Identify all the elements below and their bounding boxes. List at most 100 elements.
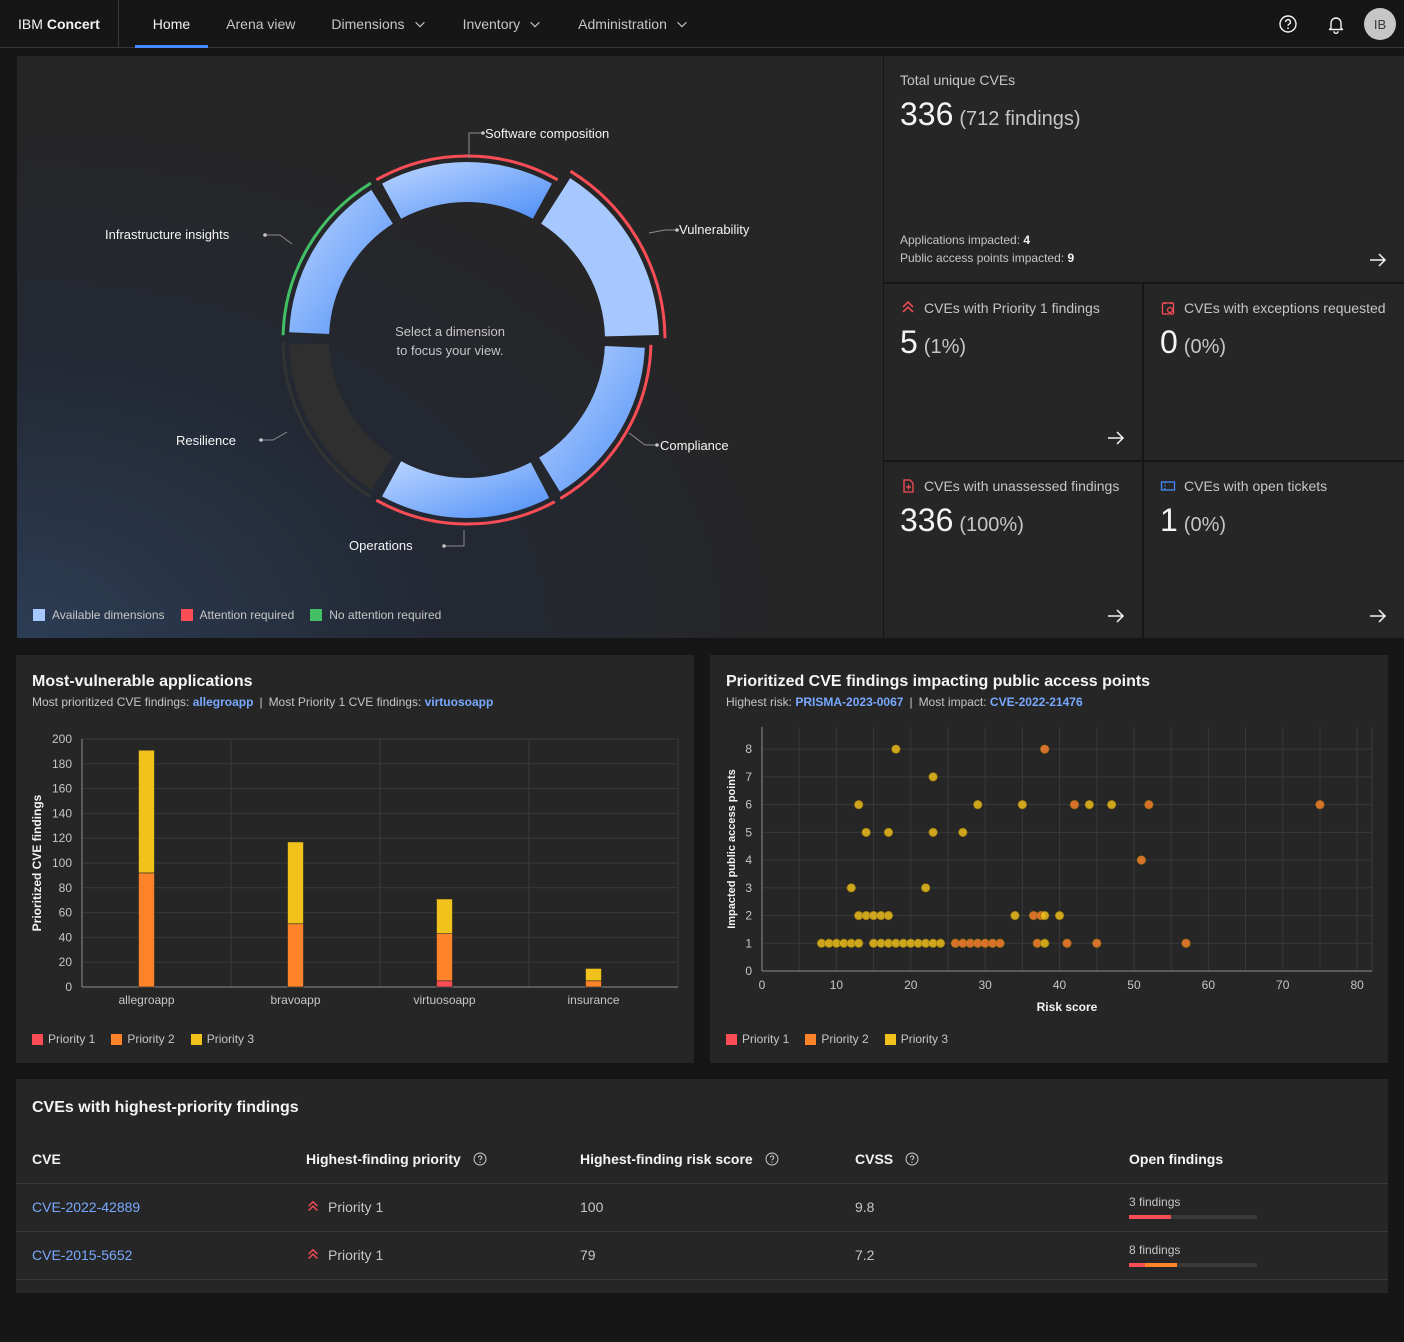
tile-total-unique-cves[interactable]: Total unique CVEs 336 (712 findings) Appl…: [884, 56, 1404, 282]
donut-segment-operations[interactable]: [382, 461, 550, 518]
nav-arena-view[interactable]: Arena view: [208, 0, 313, 48]
tile-unassessed-findings[interactable]: CVEs with unassessed findings 336 (100%): [884, 462, 1142, 638]
arrow-right-icon[interactable]: [1106, 428, 1126, 448]
tile-open-tickets[interactable]: CVEs with open tickets 1 (0%): [1144, 462, 1404, 638]
bar-allegroapp-priority-3[interactable]: [138, 749, 155, 874]
dimension-label-software-composition[interactable]: Software composition: [485, 126, 610, 141]
bar-insurance-priority-3[interactable]: [585, 968, 602, 982]
legend-priority-2[interactable]: Priority 2: [111, 1032, 175, 1046]
nav-home[interactable]: Home: [134, 0, 209, 48]
tile-tickets-label: CVEs with open tickets: [1160, 478, 1327, 494]
scatter-point-priority-2[interactable]: [1315, 800, 1325, 810]
scatter-point-priority-3[interactable]: [921, 883, 931, 893]
donut-segment-compliance[interactable]: [539, 346, 645, 492]
donut-segment-software-composition[interactable]: [382, 162, 552, 219]
y-tick-label: 7: [745, 770, 752, 784]
legend-priority-2[interactable]: Priority 2: [805, 1032, 869, 1046]
nav-administration[interactable]: Administration: [560, 0, 707, 48]
col-header-open-findings[interactable]: Open findings: [1113, 1135, 1388, 1184]
notifications-button[interactable]: [1312, 0, 1360, 48]
dimension-label-resilience[interactable]: Resilience: [176, 433, 236, 448]
legend-priority-3[interactable]: Priority 3: [190, 1032, 254, 1046]
scatter-point-priority-3[interactable]: [935, 938, 946, 948]
scatter-point-priority-3[interactable]: [1054, 910, 1065, 921]
scatter-point-priority-2[interactable]: [1181, 938, 1191, 948]
scatter-point-priority-3[interactable]: [1017, 800, 1027, 810]
scatter-point-priority-3[interactable]: [891, 744, 901, 754]
scatter-point-priority-2[interactable]: [1144, 800, 1154, 810]
tile-exceptions-requested[interactable]: CVEs with exceptions requested 0 (0%): [1144, 284, 1404, 460]
leader-dot-operations: [442, 544, 446, 548]
scatter-point-priority-3[interactable]: [854, 800, 864, 810]
scatter-point-priority-2[interactable]: [995, 938, 1005, 948]
nav-inventory[interactable]: Inventory: [445, 0, 561, 48]
scatter-point-priority-3[interactable]: [1040, 938, 1050, 948]
table-row[interactable]: CVE-2015-5652 Priority 1 79 7.2 8 findings: [16, 1231, 1388, 1280]
dimension-label-operations[interactable]: Operations: [349, 538, 413, 553]
bar-bravoapp-priority-3[interactable]: [287, 841, 304, 925]
bar-bravoapp-priority-2[interactable]: [287, 923, 304, 988]
cve-link[interactable]: CVE-2022-42889: [32, 1199, 141, 1215]
priority-icon: [308, 1200, 318, 1211]
cve-link[interactable]: CVE-2015-5652: [32, 1247, 133, 1263]
scatter-point-priority-3[interactable]: [958, 827, 968, 837]
scatter-point-priority-3[interactable]: [883, 827, 894, 837]
bar-insurance-priority-2[interactable]: [585, 980, 602, 988]
scatter-point-priority-3[interactable]: [928, 827, 938, 837]
legend-priority-3[interactable]: Priority 3: [884, 1032, 948, 1046]
scatter-point-priority-3[interactable]: [861, 827, 871, 837]
bar-allegroapp-priority-2[interactable]: [138, 872, 155, 988]
donut-segment-vulnerability[interactable]: [541, 178, 659, 337]
dimension-label-compliance[interactable]: Compliance: [660, 438, 729, 453]
scatter-point-priority-2[interactable]: [1092, 938, 1102, 948]
scatter-point-priority-3[interactable]: [1107, 800, 1117, 810]
arrow-right-icon[interactable]: [1368, 250, 1388, 270]
scatter-point-priority-3[interactable]: [1010, 910, 1020, 921]
donut-segment-resilience[interactable]: [289, 343, 393, 491]
scatter-point-priority-3[interactable]: [973, 800, 983, 810]
nav-dimensions[interactable]: Dimensions: [313, 0, 444, 48]
donut-segment-infrastructure-insights[interactable]: [289, 189, 393, 334]
bar-virtuosoapp-priority-1[interactable]: [436, 980, 453, 988]
scatter-point-priority-3[interactable]: [854, 938, 864, 948]
arrow-right-icon[interactable]: [1106, 606, 1126, 626]
scatter-point-priority-2[interactable]: [1062, 938, 1072, 948]
scatter-point-priority-3[interactable]: [928, 772, 938, 782]
help-icon[interactable]: [905, 1152, 919, 1166]
scatter-point-priority-2[interactable]: [1069, 800, 1080, 810]
link-prisma-2023-0067[interactable]: PRISMA-2023-0067: [795, 695, 904, 709]
link-virtuosoapp[interactable]: virtuosoapp: [424, 695, 494, 709]
scatter-point-priority-3[interactable]: [1040, 910, 1050, 921]
scatter-point-priority-3[interactable]: [1084, 800, 1094, 810]
scatter-point-priority-2[interactable]: [1040, 744, 1050, 754]
user-avatar[interactable]: IB: [1364, 8, 1396, 40]
leader-dot-infrastructure-insights: [263, 233, 267, 237]
bar-virtuosoapp-priority-2[interactable]: [436, 933, 453, 982]
brand-name-bold: Concert: [46, 15, 100, 32]
scatter-point-priority-3[interactable]: [846, 883, 856, 893]
arrow-right-icon[interactable]: [1368, 606, 1388, 626]
brand-logo[interactable]: IBM Concert: [0, 0, 119, 48]
scatter-point-priority-2[interactable]: [1136, 855, 1146, 865]
col-header-cve[interactable]: CVE: [16, 1135, 290, 1184]
dimension-label-infrastructure-insights[interactable]: Infrastructure insights: [105, 227, 230, 242]
link-cve-2022-21476[interactable]: CVE-2022-21476: [989, 695, 1083, 709]
legend-priority-1[interactable]: Priority 1: [726, 1032, 789, 1046]
col-header-cvss[interactable]: CVSS: [839, 1135, 1113, 1184]
help-icon[interactable]: [765, 1152, 779, 1166]
link-allegroapp[interactable]: allegroapp: [192, 695, 254, 709]
bar-virtuosoapp-priority-3[interactable]: [436, 898, 453, 934]
dimension-label-vulnerability[interactable]: Vulnerability: [679, 222, 750, 237]
legend-priority-1[interactable]: Priority 1: [32, 1032, 95, 1046]
col-header-priority[interactable]: Highest-finding priority: [290, 1135, 564, 1184]
y-tick-label: 0: [745, 964, 752, 978]
tile-total-findings: (712 findings): [959, 108, 1081, 130]
scatter-point-priority-3[interactable]: [883, 910, 894, 921]
col-header-risk-score[interactable]: Highest-finding risk score: [564, 1135, 839, 1184]
table-row[interactable]: CVE-2022-42889 Priority 1 100 9.8 3 findings: [16, 1183, 1388, 1232]
x-tick-label: 30: [978, 978, 992, 992]
tile-priority-1-cves[interactable]: CVEs with Priority 1 findings 5 (1%): [884, 284, 1142, 460]
cell-priority: Priority 1: [290, 1183, 564, 1232]
help-icon[interactable]: [473, 1152, 487, 1166]
help-button[interactable]: [1264, 0, 1312, 48]
